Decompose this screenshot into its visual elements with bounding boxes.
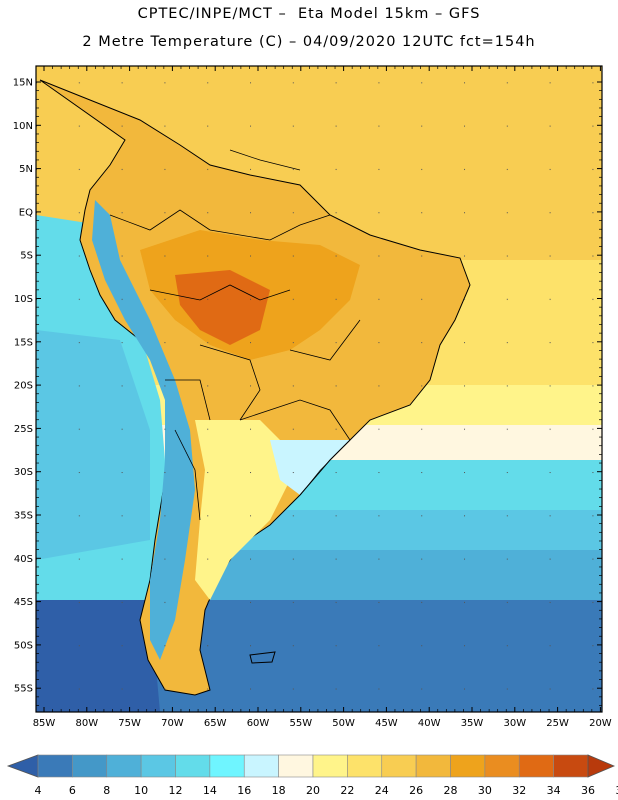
colorbar-label: 38 xyxy=(615,784,618,797)
colorbar-label: 30 xyxy=(478,784,492,797)
map-subtitle: 2 Metre Temperature (C) – 04/09/2020 12U… xyxy=(82,34,536,50)
colorbar-swatch xyxy=(209,754,245,778)
colorbar-label: 36 xyxy=(581,784,595,797)
colorbar-label: 12 xyxy=(169,784,183,797)
colorbar-swatch xyxy=(415,754,451,778)
colorbar-swatch xyxy=(243,754,279,778)
colorbar-label: 18 xyxy=(272,784,286,797)
lon-label: 75W xyxy=(118,718,141,729)
lon-label: 20W xyxy=(589,718,612,729)
lon-label: 35W xyxy=(461,718,484,729)
colorbar-swatch xyxy=(381,754,417,778)
colorbar-label: 10 xyxy=(134,784,148,797)
colorbar-swatch xyxy=(518,754,554,778)
colorbar-label: 20 xyxy=(306,784,320,797)
colorbar-swatch xyxy=(175,754,211,778)
lat-label: 15S xyxy=(14,337,33,348)
colorbar-swatch xyxy=(450,754,486,778)
lat-label: 10S xyxy=(14,294,33,305)
colorbar-label: 8 xyxy=(103,784,110,797)
colorbar-swatch xyxy=(553,754,589,778)
colorbar-label: 32 xyxy=(512,784,526,797)
temperature-field xyxy=(36,66,602,712)
colorbar-label: 4 xyxy=(35,784,42,797)
lon-label: 25W xyxy=(546,718,569,729)
colorbar-swatch xyxy=(347,754,383,778)
colorbar-swatch xyxy=(106,754,142,778)
colorbar-label: 26 xyxy=(409,784,423,797)
lat-label: 35S xyxy=(14,511,33,522)
lat-label: 5N xyxy=(19,164,33,175)
lon-label: 40W xyxy=(418,718,441,729)
colorbar-label: 6 xyxy=(69,784,76,797)
lat-label: 15N xyxy=(13,78,33,89)
colorbar-swatch xyxy=(140,754,176,778)
lon-label: 45W xyxy=(375,718,398,729)
colorbar-swatch xyxy=(278,754,314,778)
colorbar: 4 6 8 10 12 14 16 18 20 22 24 26 28 30 32 34 36 38 xyxy=(6,754,618,797)
colorbar-label: 28 xyxy=(444,784,458,797)
colorbar-label: 14 xyxy=(203,784,217,797)
lon-label: 60W xyxy=(247,718,270,729)
map-title: CPTEC/INPE/MCT – Eta Model 15km – GFS xyxy=(137,6,481,22)
lat-label: 30S xyxy=(14,467,33,478)
latitude-axis: 15N 10N 5N EQ 5S 10S 15S 20S 25S 30S 35S 40S 45S 50S 5… xyxy=(13,78,602,706)
lat-label: 5S xyxy=(20,251,33,262)
lat-label: 20S xyxy=(14,381,33,392)
colorbar-label: 16 xyxy=(237,784,251,797)
lon-label: 70W xyxy=(161,718,184,729)
lon-label: 80W xyxy=(75,718,98,729)
colorbar-label: 34 xyxy=(547,784,561,797)
lat-label: 10N xyxy=(13,121,33,132)
colorbar-arrow-low xyxy=(6,754,39,778)
lon-label: 55W xyxy=(289,718,312,729)
lat-label: 25S xyxy=(14,424,33,435)
longitude-axis: 85W 80W 75W 70W 65W 60W 55W 50W 45W 40W 35W 30W 25W 2… xyxy=(33,66,612,729)
lat-label: 55S xyxy=(14,684,33,695)
colorbar-label: 22 xyxy=(340,784,354,797)
lat-label: 40S xyxy=(14,554,33,565)
colorbar-swatch xyxy=(484,754,520,778)
lat-label: EQ xyxy=(19,207,33,218)
colorbar-swatch xyxy=(312,754,348,778)
lon-label: 65W xyxy=(204,718,227,729)
colorbar-arrow-high xyxy=(587,754,616,778)
lon-label: 30W xyxy=(503,718,526,729)
lat-label: 50S xyxy=(14,640,33,651)
map-frame xyxy=(35,65,603,713)
colorbar-swatch xyxy=(37,754,73,778)
lon-label: 50W xyxy=(332,718,355,729)
lon-label: 85W xyxy=(33,718,56,729)
graticule xyxy=(36,66,602,712)
colorbar-label: 24 xyxy=(375,784,389,797)
lat-label: 45S xyxy=(14,597,33,608)
colorbar-swatch xyxy=(72,754,108,778)
